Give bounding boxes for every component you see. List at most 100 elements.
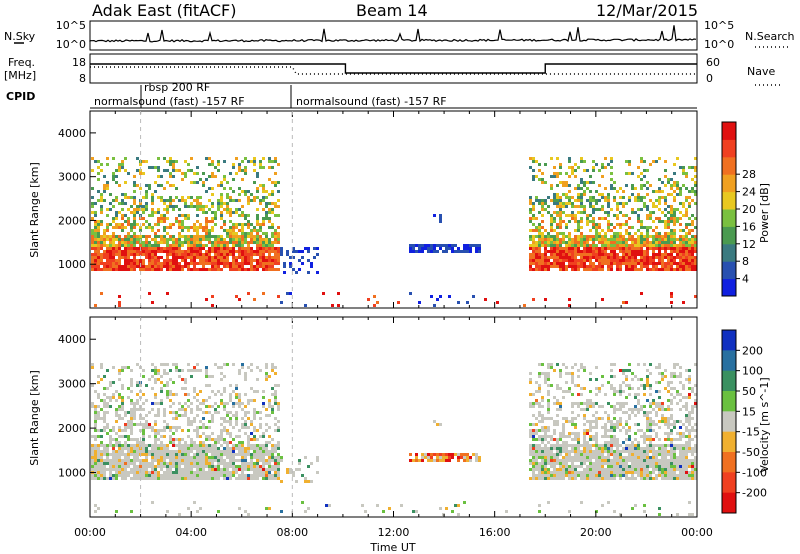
data-cell	[613, 423, 616, 426]
data-cell	[475, 459, 478, 462]
data-cell	[148, 471, 151, 474]
data-cell	[610, 405, 613, 408]
data-cell	[118, 295, 121, 298]
data-cell	[592, 196, 595, 199]
data-cell	[130, 453, 133, 456]
data-cell	[652, 468, 655, 471]
data-cell	[601, 375, 604, 378]
data-cell	[205, 298, 208, 301]
data-cell	[565, 265, 568, 268]
data-cell	[181, 414, 184, 417]
data-cell	[559, 205, 562, 208]
data-cell	[154, 366, 157, 369]
data-cell	[286, 471, 289, 474]
data-cell	[541, 244, 544, 247]
data-cell	[223, 178, 226, 181]
data-cell	[133, 226, 136, 229]
data-cell	[199, 247, 202, 250]
data-cell	[115, 169, 118, 172]
data-cell	[496, 301, 499, 304]
data-cell	[550, 477, 553, 480]
data-cell	[667, 265, 670, 268]
data-cell	[598, 456, 601, 459]
data-cell	[265, 268, 268, 271]
data-cell	[190, 459, 193, 462]
data-cell	[160, 435, 163, 438]
data-cell	[181, 468, 184, 471]
data-cell	[175, 265, 178, 268]
data-cell	[274, 465, 277, 468]
data-cell	[154, 420, 157, 423]
data-cell	[235, 384, 238, 387]
data-cell	[529, 447, 532, 450]
data-cell	[160, 265, 163, 268]
data-cell	[226, 471, 229, 474]
data-cell	[106, 253, 109, 256]
data-cell	[211, 259, 214, 262]
data-cell	[586, 250, 589, 253]
data-cell	[265, 241, 268, 244]
data-cell	[214, 471, 217, 474]
data-cell	[631, 474, 634, 477]
data-cell	[205, 244, 208, 247]
data-cell	[121, 408, 124, 411]
data-cell	[220, 214, 223, 217]
data-cell	[223, 220, 226, 223]
data-cell	[658, 238, 661, 241]
data-cell	[541, 202, 544, 205]
data-cell	[133, 268, 136, 271]
data-cell	[184, 199, 187, 202]
data-cell	[157, 169, 160, 172]
data-cell	[466, 453, 469, 456]
data-cell	[691, 199, 694, 202]
data-cell	[91, 202, 94, 205]
data-cell	[628, 217, 631, 220]
data-cell	[148, 244, 151, 247]
data-cell	[103, 477, 106, 480]
data-cell	[631, 507, 634, 510]
data-cell	[277, 471, 280, 474]
data-cell	[673, 172, 676, 175]
data-cell	[685, 259, 688, 262]
data-cell	[598, 193, 601, 196]
data-cell	[589, 190, 592, 193]
data-cell	[94, 429, 97, 432]
nsearch-tick-bottom: 10^0	[704, 38, 734, 51]
data-cell	[577, 402, 580, 405]
data-cell	[115, 211, 118, 214]
data-cell	[271, 369, 274, 372]
data-cell	[154, 414, 157, 417]
data-cell	[166, 450, 169, 453]
data-cell	[103, 235, 106, 238]
data-cell	[439, 423, 442, 426]
data-cell	[265, 250, 268, 253]
data-cell	[628, 465, 631, 468]
data-cell	[103, 414, 106, 417]
data-cell	[694, 235, 697, 238]
data-cell	[265, 196, 268, 199]
data-cell	[625, 384, 628, 387]
data-cell	[586, 453, 589, 456]
data-cell	[247, 232, 250, 235]
data-cell	[607, 163, 610, 166]
data-cell	[253, 417, 256, 420]
data-cell	[202, 447, 205, 450]
data-cell	[628, 393, 631, 396]
data-cell	[217, 510, 220, 513]
data-cell	[145, 399, 148, 402]
data-cell	[214, 474, 217, 477]
data-cell	[535, 247, 538, 250]
data-cell	[583, 160, 586, 163]
data-cell	[232, 453, 235, 456]
data-cell	[226, 462, 229, 465]
data-cell	[565, 214, 568, 217]
data-cell	[220, 450, 223, 453]
data-cell	[574, 363, 577, 366]
data-cell	[181, 462, 184, 465]
data-cell	[532, 253, 535, 256]
cpid-row: rbsp 200 RF normalsound (fast) -157 RF n…	[90, 81, 697, 109]
data-cell	[586, 181, 589, 184]
data-cell	[235, 411, 238, 414]
data-cell	[121, 366, 124, 369]
data-cell	[256, 390, 259, 393]
